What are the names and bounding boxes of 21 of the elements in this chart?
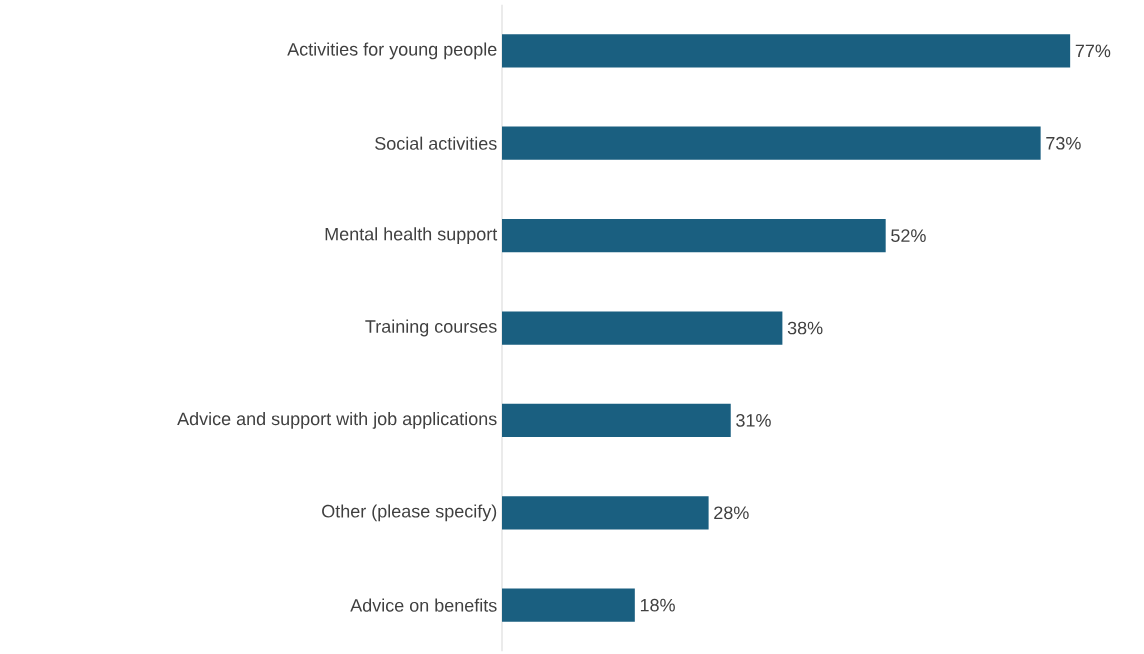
y-tick-label: Advice on benefits bbox=[350, 598, 497, 612]
bar bbox=[502, 34, 1071, 68]
y-tick-label: Training courses bbox=[365, 319, 497, 337]
data-label: 73% bbox=[1046, 136, 1081, 150]
bar bbox=[502, 403, 731, 438]
data-label: 38% bbox=[787, 321, 823, 335]
bar bbox=[502, 496, 709, 530]
y-tick-label: Other (please specify) bbox=[322, 504, 497, 522]
bar bbox=[502, 311, 783, 345]
bar bbox=[502, 219, 886, 253]
y-tick-label: Mental health support bbox=[325, 227, 498, 245]
bar bbox=[502, 588, 635, 622]
bar bbox=[502, 126, 1041, 160]
y-tick-label: Social activities bbox=[375, 136, 497, 150]
y-tick-label: Activities for young people bbox=[287, 42, 497, 60]
data-label: 52% bbox=[891, 229, 926, 242]
data-label: 18% bbox=[640, 598, 675, 612]
y-tick-label: Advice and support with job applications bbox=[177, 411, 497, 429]
data-label: 77% bbox=[1075, 44, 1111, 58]
data-label: 28% bbox=[714, 506, 749, 520]
data-label: 31% bbox=[736, 414, 771, 427]
